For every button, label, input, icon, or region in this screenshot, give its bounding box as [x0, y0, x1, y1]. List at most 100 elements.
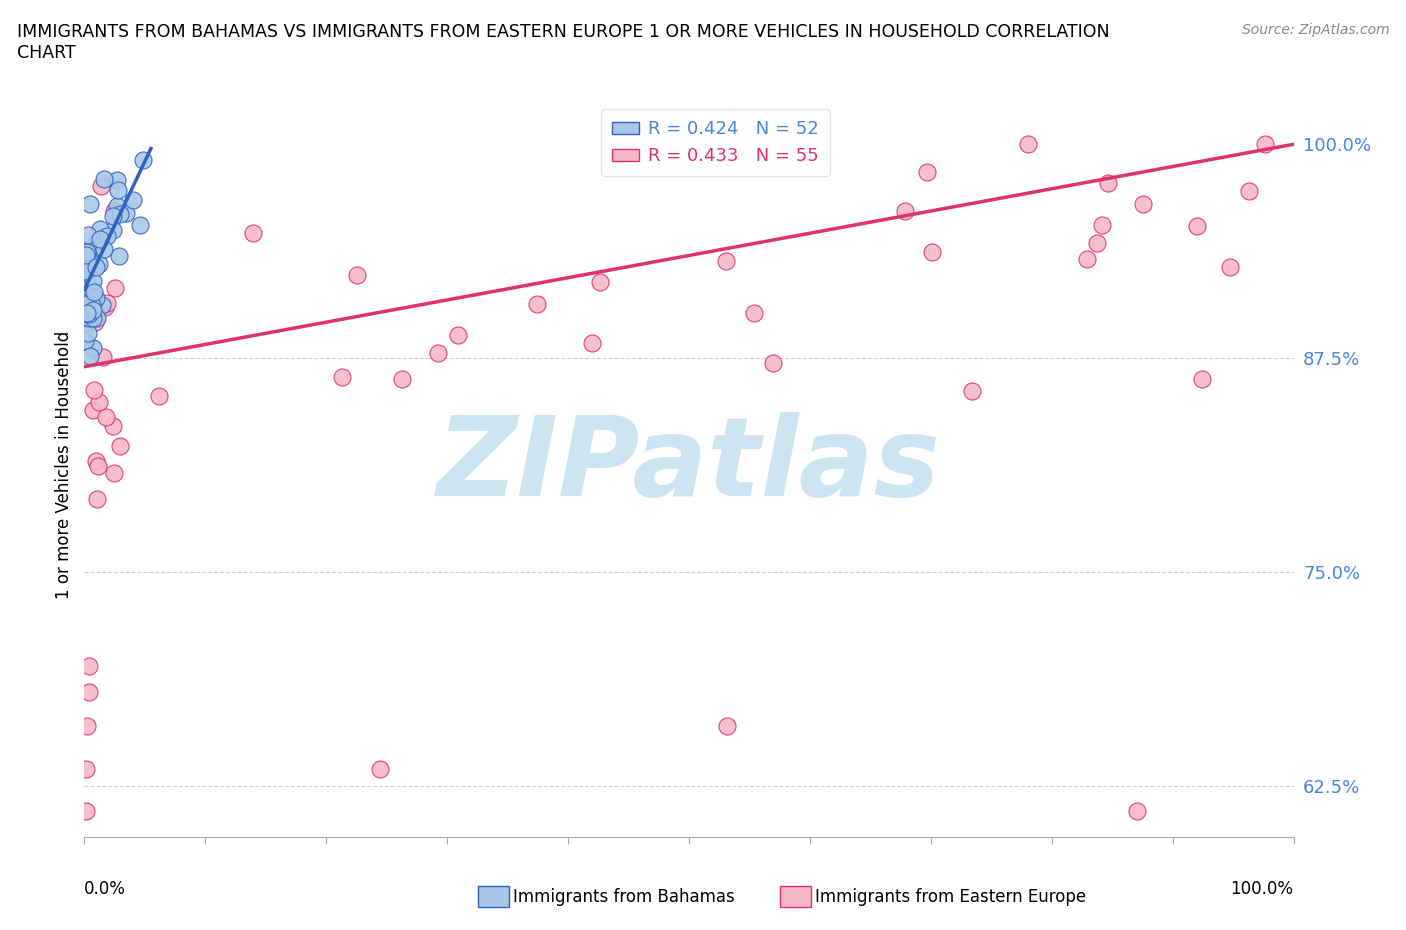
Point [82, 288, 104, 303]
Point [83, 383, 105, 398]
Point [391, 371, 413, 386]
Point [960, 383, 983, 398]
Point [75, 761, 97, 776]
Point [893, 204, 915, 219]
Point [76, 246, 98, 260]
Point [87, 458, 110, 473]
Point [104, 281, 127, 296]
Point [89, 232, 111, 246]
Point [105, 199, 128, 214]
Legend: R = 0.424   N = 52, R = 0.433   N = 55: R = 0.424 N = 52, R = 0.433 N = 55 [602, 110, 830, 176]
Point [128, 218, 150, 232]
Text: Immigrants from Bahamas: Immigrants from Bahamas [513, 887, 735, 906]
Point [80, 309, 103, 324]
Point [1254, 137, 1277, 152]
Text: Immigrants from Eastern Europe: Immigrants from Eastern Europe [815, 887, 1087, 906]
Point [1091, 218, 1114, 232]
Point [84, 291, 107, 306]
Point [330, 369, 353, 384]
Point [82, 273, 104, 288]
Text: 0.0%: 0.0% [84, 880, 127, 897]
Point [1191, 372, 1213, 387]
Point [76, 244, 98, 259]
Point [96, 229, 118, 244]
Point [80, 296, 103, 311]
Point [762, 355, 785, 370]
Point [108, 439, 131, 454]
Point [921, 244, 943, 259]
Point [77, 307, 100, 322]
Point [526, 297, 548, 312]
Point [90, 298, 112, 312]
Point [82, 311, 104, 325]
Point [79, 196, 101, 211]
Y-axis label: 1 or more Vehicles in Household: 1 or more Vehicles in Household [55, 331, 73, 599]
Point [79, 658, 101, 673]
Point [82, 340, 104, 355]
Point [80, 257, 103, 272]
Point [73, 334, 96, 349]
Point [242, 225, 264, 240]
Point [76, 326, 98, 340]
Point [75, 804, 97, 818]
Point [96, 296, 118, 311]
Point [915, 165, 938, 179]
Point [103, 465, 125, 480]
Point [103, 418, 125, 433]
Point [73, 263, 96, 278]
Point [76, 279, 98, 294]
Text: 100.0%: 100.0% [1230, 880, 1294, 897]
Point [86, 233, 108, 248]
Point [75, 247, 97, 262]
Point [742, 305, 765, 320]
Point [89, 257, 111, 272]
Point [107, 182, 129, 197]
Point [1185, 219, 1208, 233]
Point [76, 228, 98, 243]
Text: IMMIGRANTS FROM BAHAMAS VS IMMIGRANTS FROM EASTERN EUROPE 1 OR MORE VEHICLES IN : IMMIGRANTS FROM BAHAMAS VS IMMIGRANTS FR… [17, 23, 1109, 62]
Point [1219, 259, 1241, 274]
Point [105, 173, 128, 188]
Point [89, 221, 111, 236]
Text: Source: ZipAtlas.com: Source: ZipAtlas.com [1241, 23, 1389, 37]
Point [101, 208, 124, 223]
Point [581, 336, 603, 351]
Point [80, 298, 103, 312]
Point [75, 243, 97, 258]
Point [86, 311, 108, 325]
Point [77, 684, 100, 699]
Point [73, 297, 96, 312]
Point [94, 299, 117, 314]
Point [108, 206, 131, 221]
Point [79, 307, 101, 322]
Point [77, 311, 100, 325]
Point [1076, 251, 1098, 266]
Point [76, 306, 98, 321]
Point [91, 350, 114, 365]
Point [84, 454, 107, 469]
Point [75, 297, 97, 312]
Point [76, 718, 98, 733]
Point [90, 179, 112, 193]
Point [1126, 804, 1149, 818]
Point [86, 492, 108, 507]
Point [83, 285, 105, 299]
Point [73, 316, 96, 331]
Point [589, 274, 612, 289]
Point [79, 349, 101, 364]
Point [1097, 176, 1119, 191]
Point [103, 204, 125, 219]
Point [148, 389, 170, 404]
Point [84, 259, 107, 274]
Point [1017, 137, 1039, 152]
Point [103, 222, 125, 237]
Point [714, 254, 737, 269]
Point [1085, 236, 1108, 251]
Point [75, 266, 97, 281]
Point [427, 345, 450, 360]
Point [1132, 196, 1154, 211]
Text: ZIPatlas: ZIPatlas [437, 411, 941, 519]
Point [447, 327, 470, 342]
Point [121, 193, 143, 207]
Point [1239, 184, 1261, 199]
